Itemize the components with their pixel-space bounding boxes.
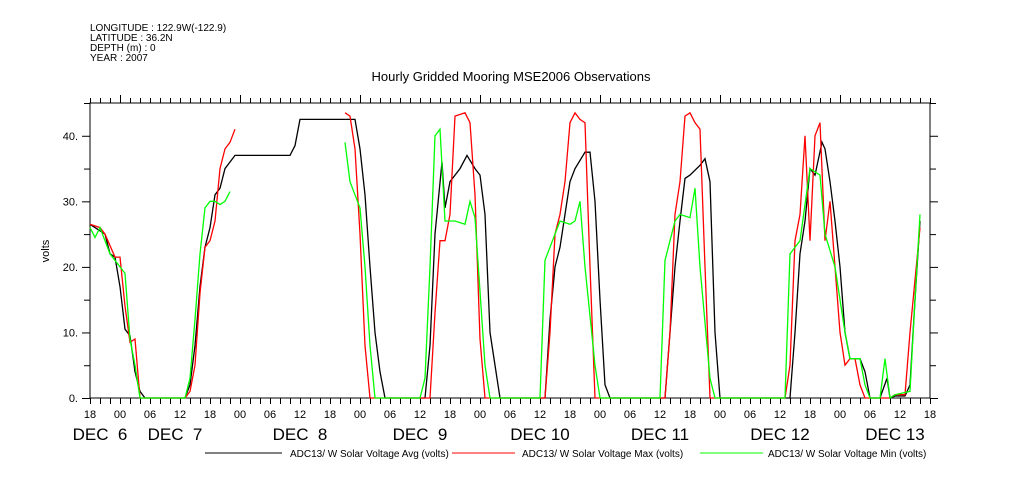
legend-label-avg: ADC13/ W Solar Voltage Avg (volts): [290, 449, 449, 460]
meta-year: YEAR : 2007: [90, 53, 148, 64]
meta-info: LONGITUDE : 122.9W(-122.9) LATITUDE : 36…: [90, 23, 226, 64]
x-tick-label: 18: [684, 409, 696, 421]
meta-depth: DEPTH (m) : 0: [90, 43, 156, 54]
meta-longitude: LONGITUDE : 122.9W(-122.9): [90, 23, 226, 34]
date-labels: DEC 6 DEC 7 DEC 8 DEC 9 DEC 10 DEC 11 DEC 12 DE…: [73, 425, 925, 444]
series-line-max: [89, 128, 236, 399]
x-tick-label: 18: [924, 409, 936, 421]
x-tick-label: 00: [594, 409, 606, 421]
y-tick-label: 20.: [63, 262, 78, 274]
series-line-avg: [89, 118, 921, 399]
date-label: DEC 11: [631, 425, 689, 444]
x-tick-label: 12: [774, 409, 786, 421]
legend-label-max: ADC13/ W Solar Voltage Max (volts): [522, 449, 683, 460]
x-tick-label: 00: [714, 409, 726, 421]
x-tick-label: 06: [624, 409, 636, 421]
x-tick-label: 12: [294, 409, 306, 421]
x-tick-label: 12: [654, 409, 666, 421]
x-tick-label: 12: [534, 409, 546, 421]
x-tick-label: 12: [174, 409, 186, 421]
date-label: DEC 10: [510, 425, 570, 444]
x-tick-label: 06: [744, 409, 756, 421]
y-tick-labels: 0. 10. 20. 30. 40.: [63, 131, 78, 405]
legend-label-min: ADC13/ W Solar Voltage Min (volts): [768, 449, 926, 460]
series-line-min: [89, 191, 231, 399]
x-tick-label: 18: [804, 409, 816, 421]
x-tick-label: 18: [444, 409, 456, 421]
x-tick-label: 06: [384, 409, 396, 421]
x-tick-label: 18: [84, 409, 96, 421]
date-label: DEC 8: [273, 425, 328, 444]
meta-latitude: LATITUDE : 36.2N: [90, 33, 173, 44]
x-tick-label: 06: [504, 409, 516, 421]
x-tick-labels: 18 00 06 12 18 00 06 12 18 00 06 12 18 00 06 12 18 00 06 12…: [84, 409, 936, 421]
x-tick-label: 18: [204, 409, 216, 421]
x-tick-label: 12: [414, 409, 426, 421]
date-label: DEC 12: [750, 425, 810, 444]
x-tick-label: 18: [564, 409, 576, 421]
y-tick-label: 30.: [63, 196, 78, 208]
series-line-min: [344, 127, 921, 400]
x-tick-label: 06: [264, 409, 276, 421]
x-tick-label: 00: [474, 409, 486, 421]
x-tick-label: 00: [354, 409, 366, 421]
x-tick-label: 00: [234, 409, 246, 421]
x-tick-label: 06: [144, 409, 156, 421]
y-tick-label: 0.: [69, 393, 78, 405]
x-tick-label: 06: [864, 409, 876, 421]
date-label: DEC 6: [73, 425, 128, 444]
x-tick-label: 00: [834, 409, 846, 421]
x-tick-label: 18: [324, 409, 336, 421]
legend: ADC13/ W Solar Voltage Avg (volts) ADC13…: [205, 449, 926, 460]
date-label: DEC 13: [865, 425, 925, 444]
series-lines: [89, 111, 921, 400]
axis-ticks: [82, 95, 938, 404]
date-label: DEC 9: [393, 425, 448, 444]
series-line-max: [344, 111, 921, 399]
y-axis-label: volts: [40, 239, 52, 262]
chart-title: Hourly Gridded Mooring MSE2006 Observati…: [372, 69, 651, 84]
x-tick-label: 00: [114, 409, 126, 421]
y-tick-label: 40.: [63, 131, 78, 143]
x-tick-label: 12: [894, 409, 906, 421]
date-label: DEC 7: [148, 425, 203, 444]
y-tick-label: 10.: [63, 327, 78, 339]
